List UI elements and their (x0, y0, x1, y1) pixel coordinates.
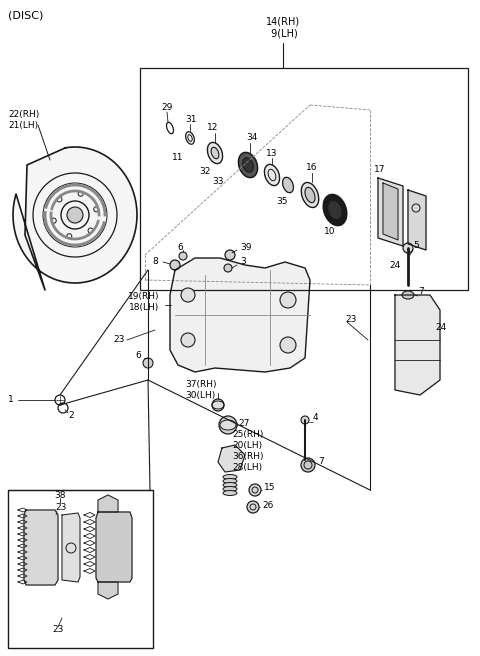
Bar (8, 490, 153, 648)
Text: 8: 8 (152, 258, 158, 266)
Polygon shape (383, 183, 398, 240)
Text: 34: 34 (246, 134, 258, 142)
Circle shape (143, 358, 153, 368)
Polygon shape (218, 445, 245, 472)
Circle shape (280, 337, 296, 353)
Circle shape (301, 458, 315, 472)
Circle shape (301, 416, 309, 424)
Text: 32: 32 (199, 167, 211, 176)
Text: 15: 15 (264, 483, 276, 493)
Circle shape (219, 416, 237, 434)
Text: 23: 23 (52, 626, 64, 634)
Circle shape (181, 288, 195, 302)
Circle shape (247, 501, 259, 513)
Ellipse shape (186, 132, 194, 144)
Ellipse shape (239, 152, 258, 178)
Text: 4: 4 (313, 413, 319, 422)
Text: 16: 16 (306, 163, 318, 173)
Text: 26: 26 (262, 501, 274, 510)
Polygon shape (98, 582, 118, 599)
Text: 6: 6 (135, 350, 141, 359)
Text: 11: 11 (172, 154, 184, 163)
Text: 7: 7 (318, 457, 324, 466)
Text: 33: 33 (212, 178, 224, 186)
Ellipse shape (207, 142, 223, 163)
Ellipse shape (220, 420, 236, 430)
Text: 23: 23 (345, 316, 356, 325)
Ellipse shape (223, 483, 237, 487)
Polygon shape (170, 258, 310, 372)
Text: 6: 6 (177, 243, 183, 251)
Polygon shape (395, 295, 440, 395)
Circle shape (225, 250, 235, 260)
Ellipse shape (283, 177, 293, 193)
Text: 23: 23 (55, 504, 66, 512)
Ellipse shape (223, 474, 237, 480)
Polygon shape (408, 190, 426, 250)
Circle shape (403, 243, 413, 253)
Text: 37(RH)
30(LH): 37(RH) 30(LH) (185, 380, 216, 400)
Bar (140, 68, 468, 290)
Circle shape (249, 484, 261, 496)
Ellipse shape (264, 165, 279, 186)
Ellipse shape (324, 194, 347, 226)
Text: 12: 12 (207, 123, 219, 133)
Polygon shape (378, 178, 403, 246)
Ellipse shape (402, 291, 414, 299)
Circle shape (224, 264, 232, 272)
Text: 7: 7 (418, 287, 424, 297)
Polygon shape (62, 513, 80, 582)
Text: 1: 1 (8, 396, 14, 405)
Text: 24: 24 (435, 323, 446, 333)
Text: 31: 31 (185, 115, 196, 125)
Text: 13: 13 (266, 148, 278, 157)
Text: 5: 5 (413, 241, 419, 249)
Text: 39: 39 (240, 243, 252, 251)
Polygon shape (24, 510, 58, 585)
Circle shape (170, 260, 180, 270)
Ellipse shape (327, 200, 342, 220)
Circle shape (280, 292, 296, 308)
Polygon shape (96, 512, 132, 582)
Circle shape (67, 207, 83, 223)
Polygon shape (98, 495, 118, 512)
Circle shape (181, 333, 195, 347)
Text: (DISC): (DISC) (8, 10, 43, 20)
Text: 2: 2 (68, 411, 73, 419)
Text: 23: 23 (114, 335, 125, 344)
Text: 25(RH)
20(LH): 25(RH) 20(LH) (232, 430, 264, 450)
Text: 36(RH)
28(LH): 36(RH) 28(LH) (232, 452, 264, 472)
Polygon shape (13, 147, 137, 290)
Ellipse shape (243, 157, 253, 173)
Text: 35: 35 (276, 197, 288, 207)
Text: 10: 10 (324, 228, 336, 237)
Circle shape (179, 252, 187, 260)
Text: 24: 24 (389, 260, 401, 270)
Text: 19(RH)
18(LH): 19(RH) 18(LH) (128, 293, 159, 312)
Text: 27: 27 (238, 419, 250, 428)
Text: 3: 3 (240, 258, 246, 266)
Ellipse shape (211, 147, 219, 159)
Ellipse shape (223, 491, 237, 495)
Ellipse shape (305, 188, 315, 203)
Text: 22(RH)
21(LH): 22(RH) 21(LH) (8, 110, 39, 130)
Text: 14(RH)
 9(LH): 14(RH) 9(LH) (266, 16, 300, 38)
Text: 29: 29 (161, 104, 172, 112)
Ellipse shape (223, 478, 237, 483)
Ellipse shape (223, 487, 237, 491)
Ellipse shape (301, 182, 319, 207)
Circle shape (212, 399, 224, 411)
Text: 17: 17 (374, 165, 386, 174)
Text: 38: 38 (54, 491, 66, 499)
